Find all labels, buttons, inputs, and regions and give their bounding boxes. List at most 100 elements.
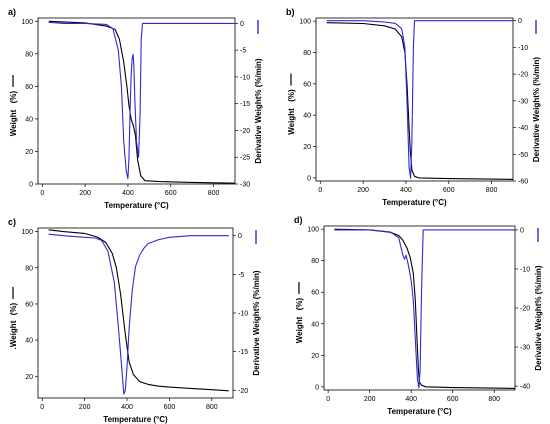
x-tick-label: 200 [79, 404, 91, 411]
y2-tick-label: -15 [240, 101, 250, 108]
y-tick-label: 0 [315, 384, 319, 391]
x-axis-label: Temperature (°C) [104, 201, 169, 210]
y2-tick-label: -20 [518, 72, 528, 79]
derivative-weight-line [326, 20, 513, 179]
y-axis-label: Weight [295, 316, 304, 343]
y2-tick-label: -10 [518, 45, 528, 52]
weight-line [48, 20, 236, 184]
x-tick-label: 200 [357, 187, 369, 194]
x-tick-label: 400 [122, 190, 134, 197]
y-tick-label: 0 [307, 175, 311, 182]
panel-label: b) [286, 7, 295, 17]
plot-frame [323, 225, 516, 391]
x-axis-label: Temperature (°C) [103, 415, 168, 424]
y-tick-label: 40 [303, 113, 311, 120]
chart-panel-2: 0 200 400 600 800 0 20 40 60 80 100 0 -10 -20 -30 -40 -5… [286, 7, 541, 207]
y-axis-unit: (%) [287, 89, 296, 102]
chart-panel-3: 0 200 400 600 800 20 40 60 80 100 0 -5 -10 -15 -20 c) Te… [8, 217, 261, 424]
y-tick-label: 100 [299, 19, 311, 26]
y-axis-unit: (%) [9, 90, 18, 103]
y-tick-label: 20 [311, 353, 319, 360]
x-tick-label: 600 [164, 404, 176, 411]
y-axis-unit: (%) [295, 297, 304, 310]
x-axis-label: Temperature (°C) [387, 407, 452, 416]
y-tick-label: 60 [25, 301, 33, 308]
y2-axis-label: Derivative Weight% (%/min) [254, 58, 263, 164]
derivative-weight-line [48, 21, 235, 180]
y-tick-label: 20 [25, 374, 33, 381]
panel-label: c) [8, 217, 16, 227]
x-tick-label: 0 [40, 404, 44, 411]
weight-line [48, 229, 229, 392]
y2-tick-label: 0 [238, 233, 242, 240]
y2-tick-label: 0 [240, 21, 244, 28]
x-tick-label: 800 [208, 190, 220, 197]
y2-tick-label: 0 [520, 227, 524, 234]
panel-label: a) [8, 7, 16, 17]
chart-panel-4: 0 200 400 600 800 0 20 40 60 80 100 0 -10 -20 -30 -40 d)… [294, 215, 543, 416]
y2-tick-label: -40 [518, 125, 528, 132]
x-tick-label: 400 [400, 187, 412, 194]
derivative-weight-line [334, 229, 515, 389]
x-tick-label: 0 [326, 396, 330, 403]
x-tick-label: 400 [121, 404, 133, 411]
y2-tick-label: -25 [240, 155, 250, 162]
y-axis-label: .Weight [9, 320, 18, 349]
x-tick-label: 600 [165, 190, 177, 197]
y2-tick-label: -20 [238, 388, 248, 395]
y-axis-label: Weight [287, 108, 296, 135]
derivative-weight-line [48, 233, 229, 395]
x-tick-label: 600 [447, 396, 459, 403]
x-tick-label: 0 [40, 190, 44, 197]
y-tick-label: 100 [21, 229, 33, 236]
y2-tick-label: -30 [240, 182, 250, 189]
y2-tick-label: -30 [518, 98, 528, 105]
plot-frame [315, 17, 514, 182]
weight-line [334, 228, 516, 389]
y-tick-label: 100 [307, 227, 319, 234]
x-tick-label: 0 [318, 187, 322, 194]
y-tick-label: 20 [303, 144, 311, 151]
x-tick-label: 800 [206, 404, 218, 411]
plot-frame [37, 227, 234, 399]
y2-tick-label: -5 [240, 48, 246, 55]
x-tick-label: 200 [79, 190, 91, 197]
y2-tick-label: -10 [240, 74, 250, 81]
y-tick-label: 80 [303, 50, 311, 57]
y-axis-unit: (%) [9, 302, 18, 315]
y-tick-label: 80 [25, 51, 33, 58]
y-tick-label: 80 [311, 258, 319, 265]
panel-label: d) [294, 215, 303, 225]
x-tick-label: 800 [488, 396, 500, 403]
y2-tick-label: -40 [520, 384, 530, 391]
y2-tick-label: 0 [518, 18, 522, 25]
y-tick-label: 80 [25, 265, 33, 272]
y-tick-label: 60 [25, 84, 33, 91]
y2-tick-label: -20 [240, 128, 250, 135]
y2-axis-label: Derivative Weight% (%/min) [252, 270, 261, 376]
x-tick-label: 600 [443, 187, 455, 194]
y2-axis-label: Derivative Weight% (%/min) [532, 57, 541, 163]
x-tick-label: 400 [405, 396, 417, 403]
y2-tick-label: -50 [518, 152, 528, 159]
y-tick-label: 20 [25, 149, 33, 156]
y2-tick-label: -5 [238, 272, 244, 279]
y2-axis-label: Derivative Weight% (%/min) [534, 265, 543, 371]
x-tick-label: 200 [364, 396, 376, 403]
y2-tick-label: -15 [238, 349, 248, 356]
y-tick-label: 100 [21, 19, 33, 26]
chart-panel-1: 0 200 400 600 800 0 20 40 60 80 100 0 -5 -10 -15 -20 -25… [8, 7, 263, 210]
y2-tick-label: -60 [518, 179, 528, 186]
y-tick-label: 40 [25, 116, 33, 123]
y-tick-label: 40 [311, 321, 319, 328]
y2-tick-label: -20 [520, 306, 530, 313]
y2-tick-label: -30 [520, 345, 530, 352]
y2-tick-label: -10 [238, 311, 248, 318]
y2-tick-label: -10 [520, 266, 530, 273]
y-tick-label: 40 [25, 338, 33, 345]
x-axis-label: Temperature (°C) [382, 198, 447, 207]
y-axis-label: Weight [9, 109, 18, 136]
y-tick-label: 0 [29, 182, 33, 189]
weight-line [326, 22, 514, 180]
